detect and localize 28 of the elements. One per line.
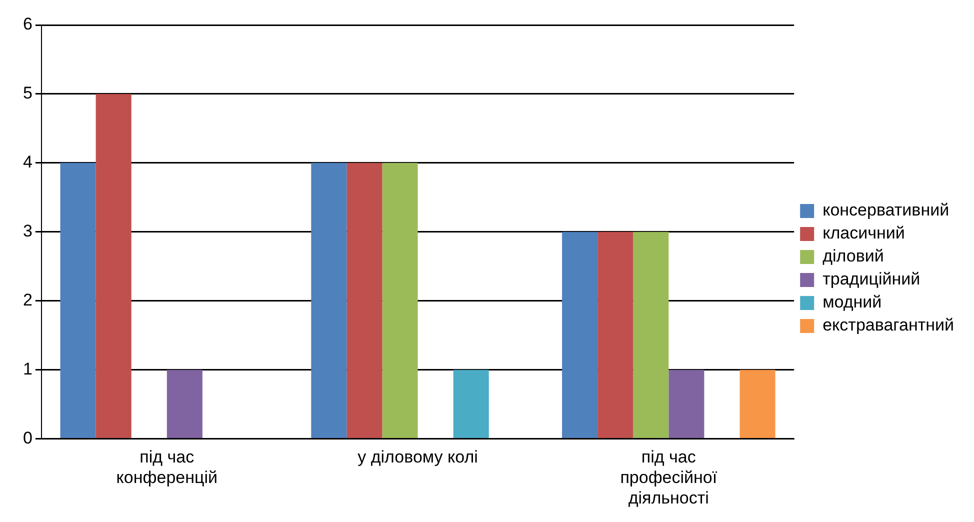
legend-label: традиційний [822, 270, 920, 289]
bar [166, 370, 202, 438]
x-tick-label: у діловому колі [358, 448, 478, 467]
bar [562, 232, 598, 438]
bar [668, 370, 704, 438]
y-tick-label: 4 [22, 152, 32, 172]
bar [740, 370, 776, 438]
legend-label: класичний [822, 224, 905, 243]
y-tick-label: 2 [22, 290, 32, 310]
bar [346, 162, 382, 438]
bar [96, 94, 132, 438]
bar [311, 162, 347, 438]
bar [60, 162, 96, 438]
x-tick-label: під час професійної діяльності [620, 448, 718, 508]
bar [598, 232, 634, 438]
y-tick-label: 6 [22, 14, 32, 34]
y-tick-label: 3 [22, 222, 32, 241]
legend-label: модний [822, 292, 882, 312]
legend-label: діловий [822, 246, 884, 266]
bar [633, 232, 669, 438]
y-tick-label: 5 [22, 84, 32, 103]
bar [382, 162, 418, 438]
legend-label: консервативний [822, 200, 950, 220]
y-tick-label: 0 [22, 428, 32, 448]
legend-label: екстравагантний [822, 316, 954, 335]
y-tick-label: 1 [22, 360, 32, 379]
x-tick-label: під час конференцій [116, 448, 218, 488]
bar [453, 370, 489, 438]
